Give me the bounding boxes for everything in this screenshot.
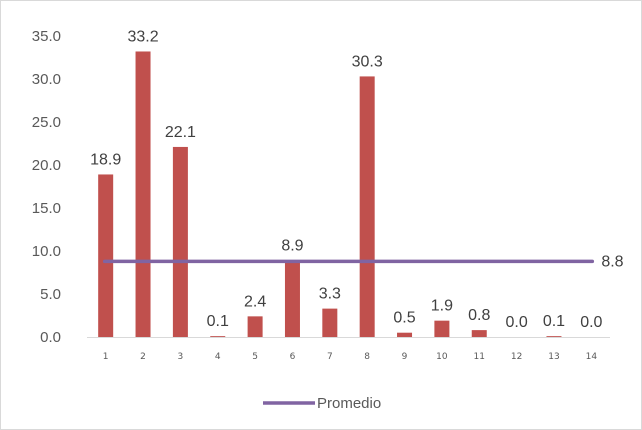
bar-data-label: 0.0 [505, 314, 527, 331]
x-tick-label: 13 [548, 352, 559, 362]
bar-data-label: 22.1 [165, 124, 196, 141]
bar-data-label: 33.2 [127, 28, 158, 45]
x-tick-label: 9 [402, 352, 408, 362]
legend-label: Promedio [317, 395, 381, 412]
bar-data-label: 2.4 [244, 293, 266, 310]
bar [172, 146, 188, 337]
x-tick-label: 7 [327, 352, 333, 362]
bar [322, 308, 338, 337]
bar-data-label: 0.0 [580, 314, 602, 331]
bar [434, 320, 450, 337]
x-tick-label: 10 [436, 352, 448, 362]
bar-data-label: 0.1 [207, 313, 229, 330]
bar-series [98, 51, 562, 338]
y-tick-label: 20.0 [32, 157, 61, 174]
bar-data-label: 30.3 [352, 53, 383, 70]
bar [135, 51, 151, 337]
y-tick-label: 15.0 [32, 200, 61, 217]
x-tick-label: 12 [511, 352, 522, 362]
x-axis: 1 2 3 4 5 6 7 8 9 10 11 12 13 14 [87, 337, 610, 362]
bar [247, 316, 263, 337]
y-tick-label: 5.0 [40, 286, 61, 303]
x-tick-label: 4 [215, 352, 221, 362]
x-tick-label: 11 [474, 352, 485, 362]
y-tick-label: 25.0 [32, 114, 61, 131]
y-tick-label: 30.0 [32, 71, 61, 88]
bar-data-label: 3.3 [319, 286, 341, 303]
bar [210, 336, 226, 337]
bar-data-label: 1.9 [431, 298, 453, 315]
bar [471, 330, 487, 337]
y-axis: 0.0 5.0 10.0 15.0 20.0 25.0 30.0 35.0 [32, 28, 61, 346]
x-tick-label: 6 [290, 352, 296, 362]
x-tick-label: 1 [103, 352, 109, 362]
bar-data-label: 0.5 [393, 310, 415, 327]
average-line-label: 8.8 [601, 253, 623, 270]
legend: Promedio [263, 395, 381, 412]
bar-data-label: 18.9 [90, 151, 121, 168]
y-tick-label: 10.0 [32, 243, 61, 260]
x-tick-label: 3 [178, 352, 184, 362]
bar [546, 336, 562, 337]
average-line: 8.8 [102, 253, 624, 270]
x-tick-label: 5 [252, 352, 258, 362]
x-tick-label: 8 [364, 352, 370, 362]
x-tick-label: 2 [140, 352, 146, 362]
bar [98, 174, 114, 337]
bar-data-label: 0.1 [543, 313, 565, 330]
x-tick-label: 14 [586, 352, 598, 362]
y-tick-label: 0.0 [40, 329, 61, 346]
bar-data-label: 0.8 [468, 307, 490, 324]
bar [284, 260, 300, 337]
bar-data-label: 8.9 [281, 237, 303, 254]
bar [359, 76, 375, 338]
y-tick-label: 35.0 [32, 28, 61, 45]
bar [397, 332, 413, 337]
bar-data-labels: 18.9 33.2 22.1 0.1 2.4 8.9 3.3 30.3 0.5 1.9 0.8 0.0… [90, 28, 602, 331]
